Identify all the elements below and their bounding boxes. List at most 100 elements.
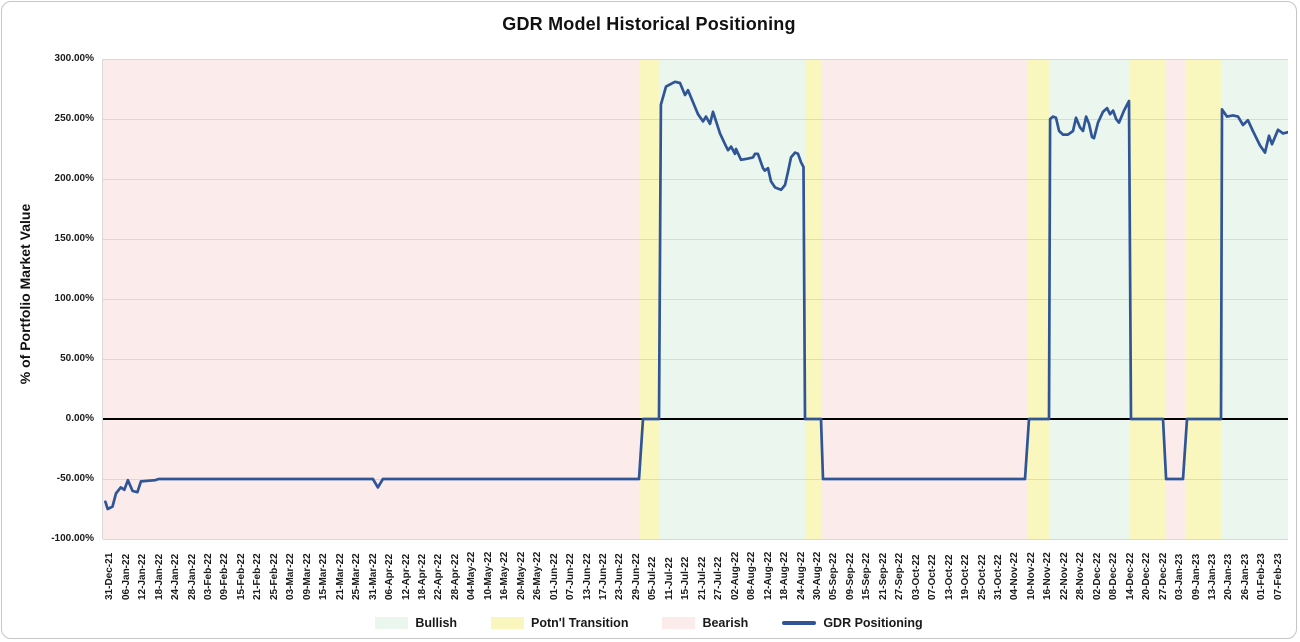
x-tick-label: 31-Mar-22 bbox=[367, 553, 379, 600]
x-tick-label: 07-Jun-22 bbox=[565, 553, 577, 600]
zero-axis-line bbox=[103, 418, 1288, 420]
y-tick-label: -100.00% bbox=[51, 533, 94, 544]
x-tick-label: 16-May-22 bbox=[499, 551, 511, 600]
x-tick-label: 15-Feb-22 bbox=[235, 553, 247, 600]
x-tick-label: 03-Mar-22 bbox=[285, 553, 297, 600]
y-tick-label: 50.00% bbox=[60, 353, 94, 364]
x-tick-label: 01-Jun-22 bbox=[548, 553, 560, 600]
chart-title: GDR Model Historical Positioning bbox=[502, 14, 796, 34]
x-tick-label: 12-Aug-22 bbox=[762, 551, 774, 600]
legend-area-swatch bbox=[662, 617, 696, 629]
x-tick-label: 08-Dec-22 bbox=[1108, 552, 1120, 600]
gridline bbox=[103, 538, 1288, 540]
x-tick-label: 08-Aug-22 bbox=[746, 551, 758, 600]
x-tick-label: 28-Nov-22 bbox=[1075, 552, 1087, 600]
x-tick-label: 12-Jan-22 bbox=[137, 553, 149, 600]
x-tick-label: 07-Oct-22 bbox=[927, 554, 939, 600]
x-tick-label: 31-Dec-21 bbox=[104, 552, 116, 600]
y-tick-label: 250.00% bbox=[54, 113, 94, 124]
y-tick-label: 300.00% bbox=[54, 53, 94, 64]
legend-item: Bearish bbox=[662, 616, 748, 630]
x-tick-label: 20-Dec-22 bbox=[1141, 552, 1153, 600]
legend-label: Bearish bbox=[702, 616, 749, 630]
x-tick-label: 18-Jan-22 bbox=[153, 553, 165, 600]
legend-item: Potn'l Transition bbox=[491, 616, 628, 630]
x-tick-label: 21-Feb-22 bbox=[252, 553, 264, 600]
series-layer bbox=[104, 80, 1288, 511]
x-tick-label: 28-Jan-22 bbox=[186, 553, 198, 600]
x-tick-label: 09-Feb-22 bbox=[219, 553, 231, 600]
x-tick-label: 18-Aug-22 bbox=[779, 551, 790, 600]
x-tick-label: 15-Mar-22 bbox=[318, 553, 330, 600]
x-tick-label: 09-Mar-22 bbox=[301, 553, 313, 600]
x-tick-label: 25-Mar-22 bbox=[351, 553, 363, 600]
legend-item: GDR Positioning bbox=[782, 616, 923, 630]
x-tick-label: 10-Nov-22 bbox=[1025, 552, 1037, 600]
y-tick-label: 150.00% bbox=[54, 233, 94, 244]
x-tick-label: 25-Oct-22 bbox=[976, 554, 988, 600]
x-tick-label: 21-Sep-22 bbox=[877, 552, 889, 600]
x-tick-label: 13-Jun-22 bbox=[581, 553, 593, 600]
x-tick-label: 11-Jul-22 bbox=[663, 557, 675, 600]
x-tick-label: 09-Sep-22 bbox=[844, 552, 856, 600]
gridline bbox=[103, 358, 1288, 360]
x-tick-label: 19-Oct-22 bbox=[960, 554, 972, 600]
x-tick-label: 06-Apr-22 bbox=[384, 553, 395, 600]
x-tick-label: 03-Jan-23 bbox=[1174, 553, 1185, 600]
x-tick-label: 02-Aug-22 bbox=[729, 551, 741, 600]
x-tick-label: 12-Apr-22 bbox=[400, 553, 412, 600]
x-tick-label: 24-Jan-22 bbox=[170, 553, 182, 600]
x-tick-label: 01-Feb-23 bbox=[1256, 553, 1268, 600]
x-tick-label: 24-Aug-22 bbox=[795, 551, 807, 600]
x-tick-label: 06-Jan-22 bbox=[120, 553, 132, 600]
legend-label: GDR Positioning bbox=[823, 616, 923, 630]
x-tick-label: 13-Jan-23 bbox=[1206, 553, 1218, 600]
x-tick-label: 21-Jul-22 bbox=[696, 556, 708, 600]
gridline bbox=[103, 238, 1288, 240]
x-tick-label: 21-Mar-22 bbox=[334, 553, 346, 600]
legend-item: Bullish bbox=[375, 616, 457, 630]
x-tick-label: 13-Oct-22 bbox=[943, 554, 955, 600]
y-axis-labels: 300.00% 250.00% 200.00% 150.00% 100.00% 50.00… bbox=[2, 53, 94, 544]
gridline bbox=[103, 298, 1288, 300]
x-tick-label: 03-Oct-22 bbox=[910, 554, 922, 600]
y-tick-label: 0.00% bbox=[65, 413, 94, 424]
x-tick-label: 27-Jul-22 bbox=[713, 556, 725, 600]
gdr-positioning-line bbox=[104, 80, 1288, 511]
gridline bbox=[103, 178, 1288, 180]
gridline bbox=[103, 58, 1288, 60]
x-tick-label: 29-Jun-22 bbox=[630, 553, 642, 600]
x-tick-label: 18-Apr-22 bbox=[416, 553, 428, 600]
x-axis-labels: 31-Dec-21 06-Jan-22 12-Jan-22 18-Jan-22 24-J… bbox=[102, 542, 1287, 606]
y-tick-label: -50.00% bbox=[56, 473, 94, 484]
legend-area-swatch bbox=[491, 617, 525, 629]
x-tick-label: 15-Sep-22 bbox=[861, 552, 873, 600]
x-tick-label: 30-Aug-22 bbox=[811, 551, 823, 600]
x-tick-label: 27-Sep-22 bbox=[894, 552, 906, 600]
x-tick-label: 31-Oct-22 bbox=[993, 554, 1004, 600]
y-tick-label: 100.00% bbox=[54, 293, 94, 304]
x-tick-label: 04-May-22 bbox=[466, 551, 478, 600]
x-tick-label: 28-Apr-22 bbox=[449, 553, 461, 600]
x-tick-label: 16-Nov-22 bbox=[1042, 552, 1054, 600]
x-tick-label: 03-Feb-22 bbox=[203, 553, 214, 600]
gridline bbox=[103, 478, 1288, 480]
x-tick-label: 14-Dec-22 bbox=[1124, 552, 1136, 600]
x-tick-label: 22-Nov-22 bbox=[1058, 552, 1070, 600]
x-tick-label: 05-Jul-22 bbox=[647, 556, 659, 600]
x-tick-label: 27-Dec-22 bbox=[1157, 552, 1169, 600]
x-tick-label: 26-Jan-23 bbox=[1239, 553, 1251, 600]
y-tick-label: 200.00% bbox=[54, 173, 94, 184]
x-tick-label: 09-Jan-23 bbox=[1190, 553, 1202, 600]
x-tick-label: 17-Jun-22 bbox=[598, 553, 609, 600]
legend-line-swatch bbox=[782, 621, 817, 625]
x-tick-label: 20-Jan-23 bbox=[1223, 553, 1235, 600]
x-tick-label: 10-May-22 bbox=[482, 551, 494, 600]
x-tick-label: 23-Jun-22 bbox=[614, 553, 626, 600]
legend-label: Potn'l Transition bbox=[531, 616, 629, 630]
legend-label: Bullish bbox=[415, 616, 458, 630]
legend: Bullish Potn'l Transition Bearish GDR Posit… bbox=[2, 610, 1296, 636]
x-tick-label: 20-May-22 bbox=[515, 551, 527, 600]
x-tick-label: 02-Dec-22 bbox=[1091, 552, 1103, 600]
